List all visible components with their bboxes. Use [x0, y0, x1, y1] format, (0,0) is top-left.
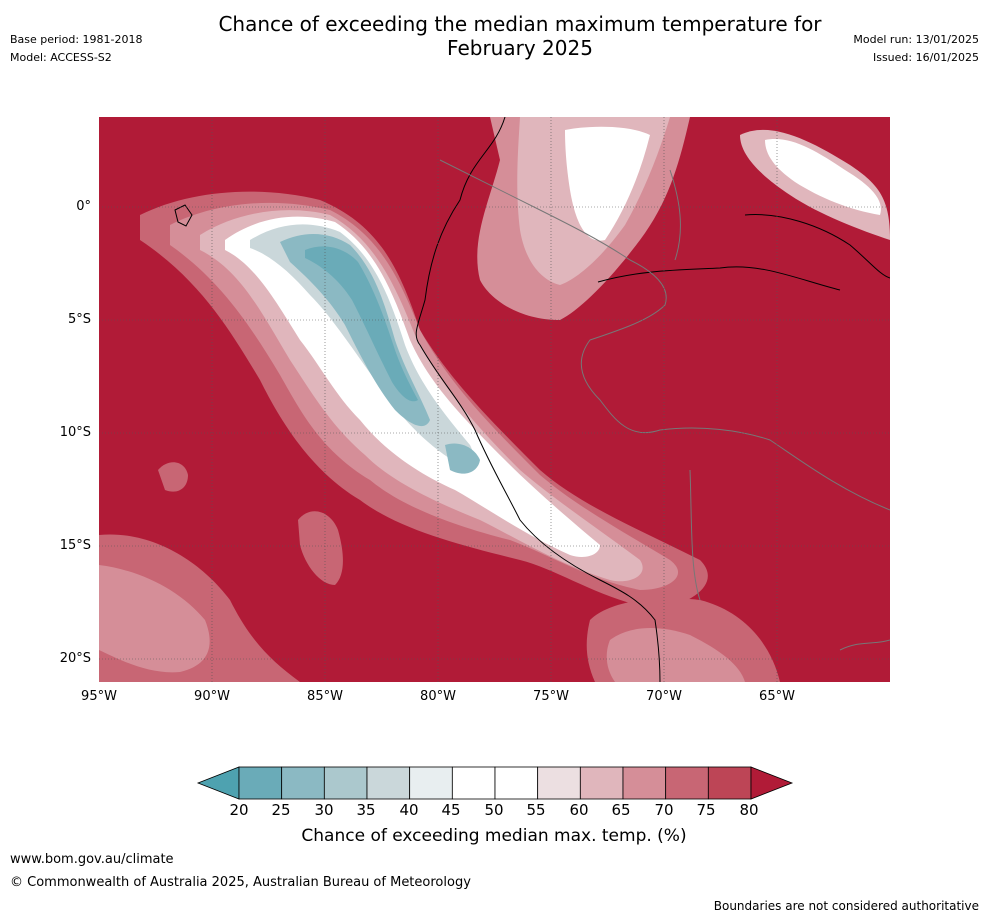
colorbar-box [707, 766, 752, 800]
colorbar-box [579, 766, 624, 800]
footer-url: www.bom.gov.au/climate [10, 852, 174, 867]
title-line-1: Chance of exceeding the median maximum t… [218, 12, 822, 36]
meta-left: Base period: 1981-2018 Model: ACCESS-S2 [10, 31, 142, 67]
lat-label-15s: 15°S [59, 538, 91, 553]
colorbar-tick: 40 [399, 801, 419, 819]
colorbar-tick: 70 [654, 801, 674, 819]
contour-north-50 [565, 126, 650, 241]
colorbar-tick: 30 [314, 801, 334, 819]
lat-label-5s: 5°S [67, 312, 91, 327]
colorbar-tick: 65 [611, 801, 631, 819]
issued-date: Issued: 16/01/2025 [872, 51, 979, 64]
amazon-river [597, 266, 841, 291]
colorbar-tick: 55 [526, 801, 546, 819]
country-borders [439, 159, 890, 511]
contour-band-25 [305, 246, 418, 402]
colorbar-box [409, 766, 453, 800]
colorbar-box [238, 766, 283, 800]
lon-label-65w: 65°W [759, 689, 795, 704]
contour-cool-patch [445, 443, 480, 474]
colorbar-box [537, 766, 581, 800]
colorbar-label: Chance of exceeding median max. temp. (%… [301, 826, 687, 846]
title-line-2: February 2025 [447, 36, 593, 60]
lon-label-85w: 85°W [307, 689, 343, 704]
colorbar-box [622, 766, 667, 800]
contour-offshore-patch [298, 511, 343, 585]
colorbar-tick: 45 [441, 801, 461, 819]
meta-right: Model run: 13/01/2025 Issued: 16/01/2025 [853, 31, 979, 67]
colorbar-box [494, 766, 539, 800]
contour-ne-50 [765, 139, 881, 215]
colorbar-tick: 35 [356, 801, 376, 819]
colorbar-box [281, 766, 325, 800]
galapagos-islands [174, 204, 193, 227]
country-borders-2 [669, 169, 890, 651]
colorbar-boxes [238, 766, 752, 800]
colorbar-max-arrow [750, 766, 794, 800]
colorbar-tick: 80 [739, 801, 759, 819]
model-run: Model run: 13/01/2025 [853, 33, 979, 46]
contour-offshore-patch-2 [158, 462, 188, 492]
colorbar-box [665, 766, 709, 800]
lon-label-75w: 75°W [533, 689, 569, 704]
footer-note: Boundaries are not considered authoritat… [713, 899, 979, 913]
lat-label-20s: 20°S [59, 651, 91, 666]
base-period: Base period: 1981-2018 [10, 33, 143, 46]
lon-label-70w: 70°W [646, 689, 682, 704]
colorbar-box [323, 766, 368, 800]
colorbar-tick: 25 [271, 801, 291, 819]
colorbar-min-arrow [196, 766, 240, 800]
colorbar-box [451, 766, 496, 800]
model-name: Model: ACCESS-S2 [10, 51, 112, 64]
coastline-north [744, 214, 890, 279]
lat-label-0: 0° [76, 199, 91, 214]
coastline [415, 117, 661, 682]
colorbar [196, 766, 794, 800]
map-area [99, 117, 890, 682]
page-title: Chance of exceeding the median maximum t… [170, 12, 870, 60]
colorbar-box [366, 766, 411, 800]
colorbar-tick: 75 [696, 801, 716, 819]
contour-south-65 [606, 628, 745, 682]
colorbar-tick: 50 [484, 801, 504, 819]
lon-label-95w: 95°W [81, 689, 117, 704]
colorbar-tick: 20 [229, 801, 249, 819]
colorbar-tick: 60 [569, 801, 589, 819]
contour-sw-65 [99, 565, 210, 673]
lat-label-10s: 10°S [59, 425, 91, 440]
lon-label-80w: 80°W [420, 689, 456, 704]
footer-copyright: © Commonwealth of Australia 2025, Austra… [10, 875, 471, 890]
lon-label-90w: 90°W [194, 689, 230, 704]
gridlines [99, 117, 890, 682]
